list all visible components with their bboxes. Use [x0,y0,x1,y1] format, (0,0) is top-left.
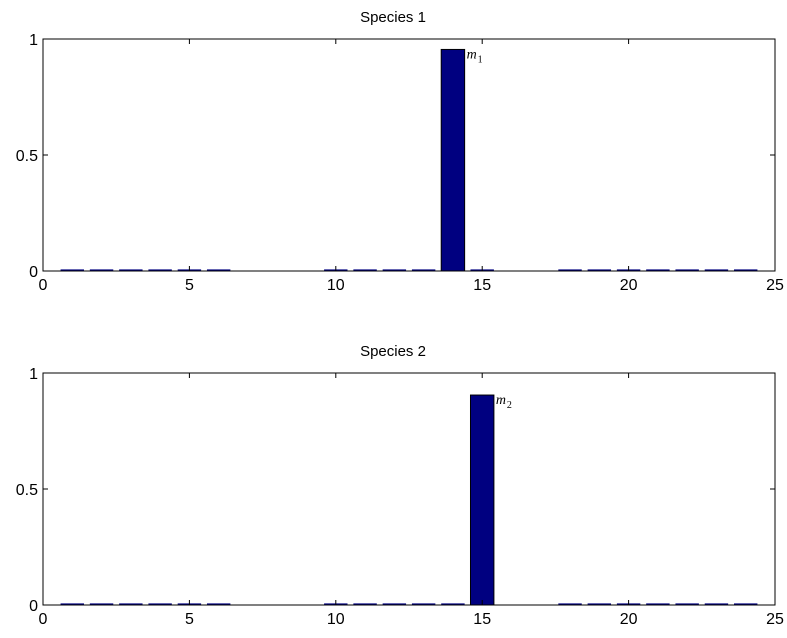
bar [60,603,84,605]
bar [119,603,143,605]
bar-annotation: m [496,393,506,408]
bar [411,269,436,271]
chart-title: Species 2 [360,343,426,360]
bar-annotation-subscript: 2 [507,400,512,411]
x-tick-label: 25 [766,277,784,294]
x-tick-label: 5 [185,611,194,628]
bar [89,269,114,271]
bar [148,603,172,605]
x-tick-label: 10 [327,611,345,628]
x-tick-label: 20 [620,611,638,628]
bar [119,269,143,271]
bar [353,603,377,605]
bar-annotation-subscript: 1 [478,54,483,65]
bar [675,269,699,271]
bar [558,269,582,271]
bar [148,269,172,271]
bar [646,603,670,605]
x-tick-label: 20 [620,277,638,294]
bar [206,603,231,605]
bar [704,603,729,605]
axes-box [42,38,776,272]
y-tick-label: 0 [29,598,38,615]
x-tick-label: 15 [473,277,491,294]
bar-annotation: m [467,47,477,62]
x-tick-label: 0 [39,277,48,294]
bar [704,269,729,271]
x-tick-label: 15 [473,611,491,628]
bar [411,603,436,605]
bar [587,269,612,271]
x-tick-label: 5 [185,277,194,294]
bar [382,269,407,271]
x-tick-label: 25 [766,611,784,628]
y-tick-label: 1 [29,32,38,49]
bar [440,48,466,272]
subplot-species-2: Species 2 0 5 10 15 20 25 0 0.5 1 m 2 [16,343,784,628]
chart-title: Species 1 [360,9,426,26]
bar [382,603,407,605]
x-tick-label: 10 [327,277,345,294]
y-tick-label: 0.5 [16,482,38,499]
y-tick-label: 0.5 [16,148,38,165]
axes-box [42,372,776,606]
bar [675,603,699,605]
bar [469,394,495,606]
plot-area: 0 5 10 15 20 25 0 0.5 1 m 2 [16,366,784,628]
bar [206,269,231,271]
bar [441,603,465,605]
bar [734,269,758,271]
bar [353,269,377,271]
bar [734,603,758,605]
y-tick-label: 0 [29,264,38,281]
bar [587,603,612,605]
bar [558,603,582,605]
bar [646,269,670,271]
y-tick-label: 1 [29,366,38,383]
bar [60,269,84,271]
x-tick-label: 0 [39,611,48,628]
bar [89,603,114,605]
